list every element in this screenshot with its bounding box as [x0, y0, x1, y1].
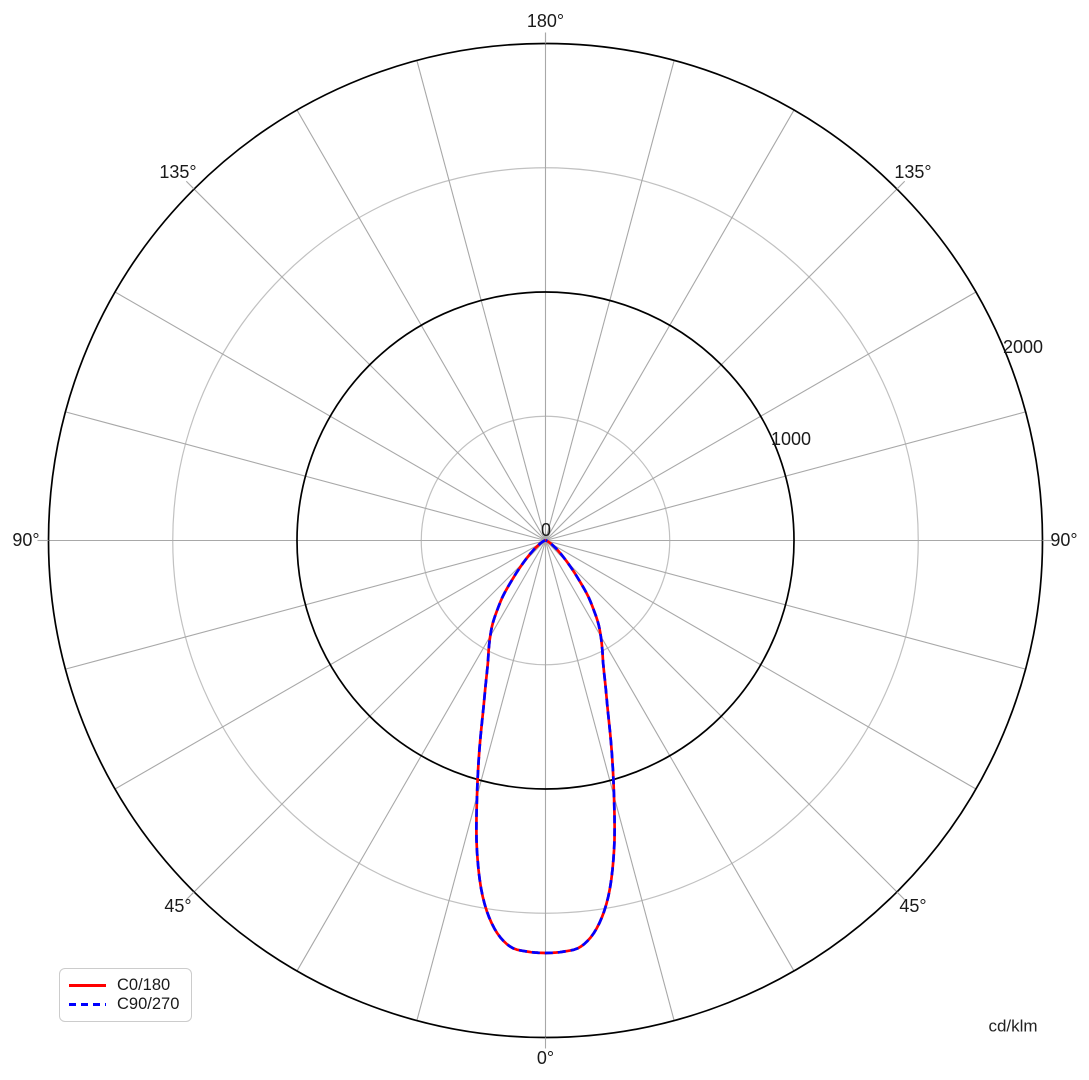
- angle-label-135-left: 135°: [159, 162, 196, 182]
- legend-item-c90-270: C90/270: [69, 996, 181, 1013]
- polar-grid: [37, 32, 1054, 1049]
- angle-label-45-left: 45°: [164, 896, 191, 916]
- axis-circle-1000: [296, 291, 795, 790]
- angle-label-180-top: 180°: [527, 11, 564, 31]
- legend-label-c0-180: C0/180: [117, 976, 171, 995]
- curve-c90-270: [475, 539, 616, 955]
- angle-label-0-bottom: 0°: [537, 1048, 554, 1068]
- angle-tick-45: [896, 891, 906, 901]
- angle-tick-135: [896, 180, 906, 190]
- c90-270-line-swatch: [69, 1003, 106, 1006]
- intensity-curves: [475, 539, 616, 955]
- r-label-2000: 2000: [1003, 337, 1043, 357]
- r-label-1000: 1000: [771, 429, 811, 449]
- legend: C0/180 C90/270: [59, 968, 192, 1022]
- axis-labels: 180° 135° 135° 90° 90° 45° 45° 0° 0 1000…: [12, 11, 1077, 1068]
- angle-label-135-right: 135°: [894, 162, 931, 182]
- legend-label-c90-270: C90/270: [117, 995, 180, 1014]
- angle-label-45-right: 45°: [899, 896, 926, 916]
- r-label-0: 0: [541, 520, 551, 540]
- legend-item-c0-180: C0/180: [69, 977, 181, 994]
- angle-tick-135: [185, 180, 195, 190]
- angle-label-90-left: 90°: [12, 530, 39, 550]
- angle-tick-45: [185, 891, 195, 901]
- unit-label: cd/klm: [988, 1017, 1037, 1036]
- angle-label-90-right: 90°: [1050, 530, 1077, 550]
- c0-180-line-swatch: [69, 984, 106, 987]
